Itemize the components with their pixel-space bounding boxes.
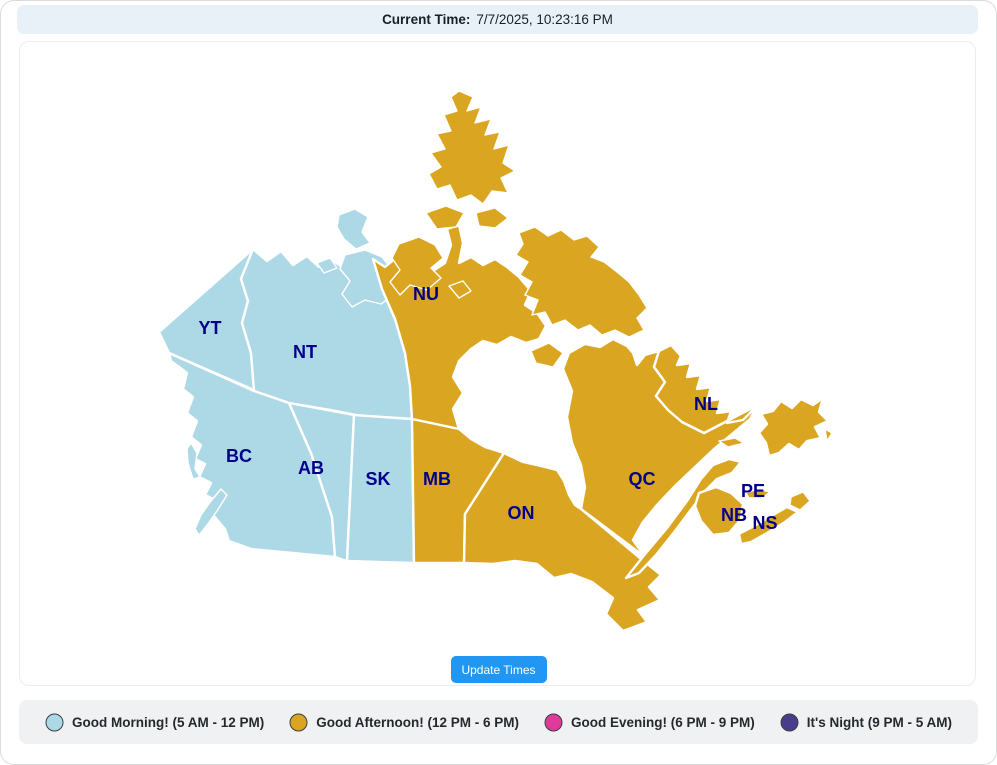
current-time-value: 7/7/2025, 10:23:16 PM xyxy=(476,12,613,27)
afternoon-swatch-icon xyxy=(289,713,308,731)
legend-item-afternoon: Good Afternoon! (12 PM - 6 PM) xyxy=(289,713,519,732)
legend-label-evening: Good Evening! (6 PM - 9 PM) xyxy=(571,714,755,730)
legend-item-evening: Good Evening! (6 PM - 9 PM) xyxy=(544,713,755,732)
legend-item-morning: Good Morning! (5 AM - 12 PM) xyxy=(45,713,264,732)
morning-swatch-icon xyxy=(45,713,64,731)
night-circle xyxy=(780,713,799,731)
legend-item-night: It's Night (9 PM - 5 AM) xyxy=(780,713,952,732)
night-swatch-icon xyxy=(780,713,799,731)
current-time-label: Current Time: xyxy=(382,12,471,27)
legend-label-afternoon: Good Afternoon! (12 PM - 6 PM) xyxy=(316,714,519,730)
evening-circle xyxy=(544,713,563,731)
legend-label-morning: Good Morning! (5 AM - 12 PM) xyxy=(72,714,265,730)
update-times-button[interactable]: Update Times xyxy=(450,656,547,683)
current-time-bar: Current Time: 7/7/2025, 10:23:16 PM xyxy=(17,5,978,34)
legend-label-night: It's Night (9 PM - 5 AM) xyxy=(806,714,952,730)
map-card xyxy=(19,41,976,686)
evening-swatch-icon xyxy=(544,713,563,731)
legend-bar: Good Morning! (5 AM - 12 PM) Good Aftern… xyxy=(19,700,978,744)
morning-circle xyxy=(45,713,64,731)
afternoon-circle xyxy=(289,713,308,731)
